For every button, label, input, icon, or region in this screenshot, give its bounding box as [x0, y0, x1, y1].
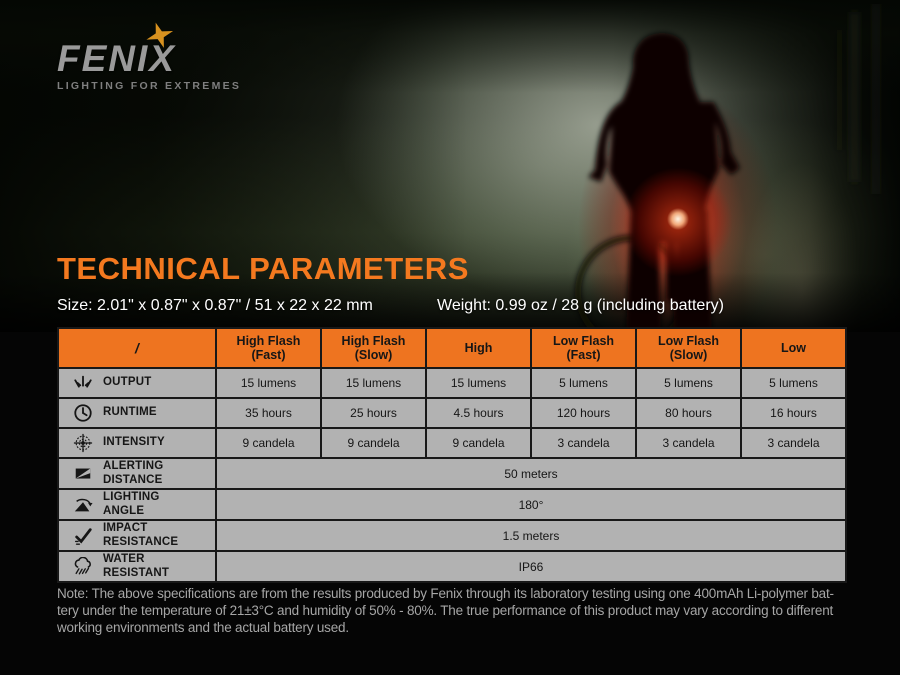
cell: 5 lumens [637, 369, 740, 397]
cell: 3 candela [742, 429, 845, 457]
table-row-intensity: INTENSITY 9 candela 9 candela 9 candela … [59, 429, 845, 457]
header-cell-mode: / [59, 329, 215, 367]
header-cell: High [427, 329, 530, 367]
header-cell: High Flash (Fast) [217, 329, 320, 367]
logo-text: FENIX [57, 38, 176, 79]
table-row-lighting-angle: LIGHTING ANGLE 180° [59, 490, 845, 519]
table-row-output: OUTPUT 15 lumens 15 lumens 15 lumens 5 l… [59, 369, 845, 397]
cell: 15 lumens [217, 369, 320, 397]
note-line: Note: The above specifications are from … [57, 586, 834, 601]
row-label: INTENSITY [103, 436, 165, 449]
star-icon [146, 22, 174, 48]
table-row-alerting-distance: ALERTING DISTANCE 50 meters [59, 459, 845, 488]
note-line: tery under the temperature of 21±3°C and… [57, 603, 834, 618]
table-row-water-resistant: WATER RESISTANT IP66 [59, 552, 845, 581]
cell: 80 hours [637, 399, 740, 427]
row-label: ALERTING DISTANCE [103, 460, 164, 486]
table-header-row: / High Flash (Fast) High Flash (Slow) Hi… [59, 329, 845, 367]
page-title: TECHNICAL PARAMETERS [57, 251, 469, 286]
cell: 120 hours [532, 399, 635, 427]
row-label: OUTPUT [103, 376, 152, 389]
cell: 16 hours [742, 399, 845, 427]
spec-table: / High Flash (Fast) High Flash (Slow) Hi… [57, 327, 847, 583]
cell: 4.5 hours [427, 399, 530, 427]
weight-spec: Weight: 0.99 oz / 28 g (including batter… [437, 297, 724, 314]
table-row-impact-resistance: IMPACT RESISTANCE 1.5 meters [59, 521, 845, 550]
night-bike-photo: FENIX LIGHTING FOR EXTREMES TECHNICAL PA… [0, 0, 900, 332]
row-label: WATER RESISTANT [103, 553, 170, 579]
water-resistant-icon [72, 556, 94, 578]
size-spec: Size: 2.01" x 0.87" x 0.87" / 51 x 22 x … [57, 297, 373, 314]
cell: 15 lumens [427, 369, 530, 397]
row-label: LIGHTING ANGLE [103, 491, 160, 517]
row-label: IMPACT RESISTANCE [103, 522, 179, 548]
cell: 9 candela [217, 429, 320, 457]
fenix-logo: FENIX LIGHTING FOR EXTREMES [57, 22, 242, 92]
cell: 3 candela [637, 429, 740, 457]
cell: IP66 [217, 552, 845, 581]
cell: 25 hours [322, 399, 425, 427]
cell: 1.5 meters [217, 521, 845, 550]
intensity-icon [72, 432, 94, 454]
alerting-distance-icon [72, 463, 94, 485]
output-icon [72, 372, 94, 394]
lighting-angle-icon [72, 494, 94, 516]
cell: 180° [217, 490, 845, 519]
header-cell: High Flash (Slow) [322, 329, 425, 367]
note-line: working environments and the actual batt… [57, 620, 349, 635]
impact-resistance-icon [72, 525, 94, 547]
header-cell: Low Flash (Slow) [637, 329, 740, 367]
cell: 9 candela [427, 429, 530, 457]
table-row-runtime: RUNTIME 35 hours 25 hours 4.5 hours 120 … [59, 399, 845, 427]
cell: 9 candela [322, 429, 425, 457]
header-cell: Low Flash (Fast) [532, 329, 635, 367]
row-label: RUNTIME [103, 406, 157, 419]
spec-note: Note: The above specifications are from … [57, 585, 857, 636]
cell: 35 hours [217, 399, 320, 427]
cell: 50 meters [217, 459, 845, 488]
cell: 15 lumens [322, 369, 425, 397]
cell: 5 lumens [532, 369, 635, 397]
cell: 5 lumens [742, 369, 845, 397]
cell: 3 candela [532, 429, 635, 457]
header-cell: Low [742, 329, 845, 367]
tree-trunks [838, 4, 878, 194]
runtime-icon [72, 402, 94, 424]
logo-tagline: LIGHTING FOR EXTREMES [57, 80, 242, 92]
